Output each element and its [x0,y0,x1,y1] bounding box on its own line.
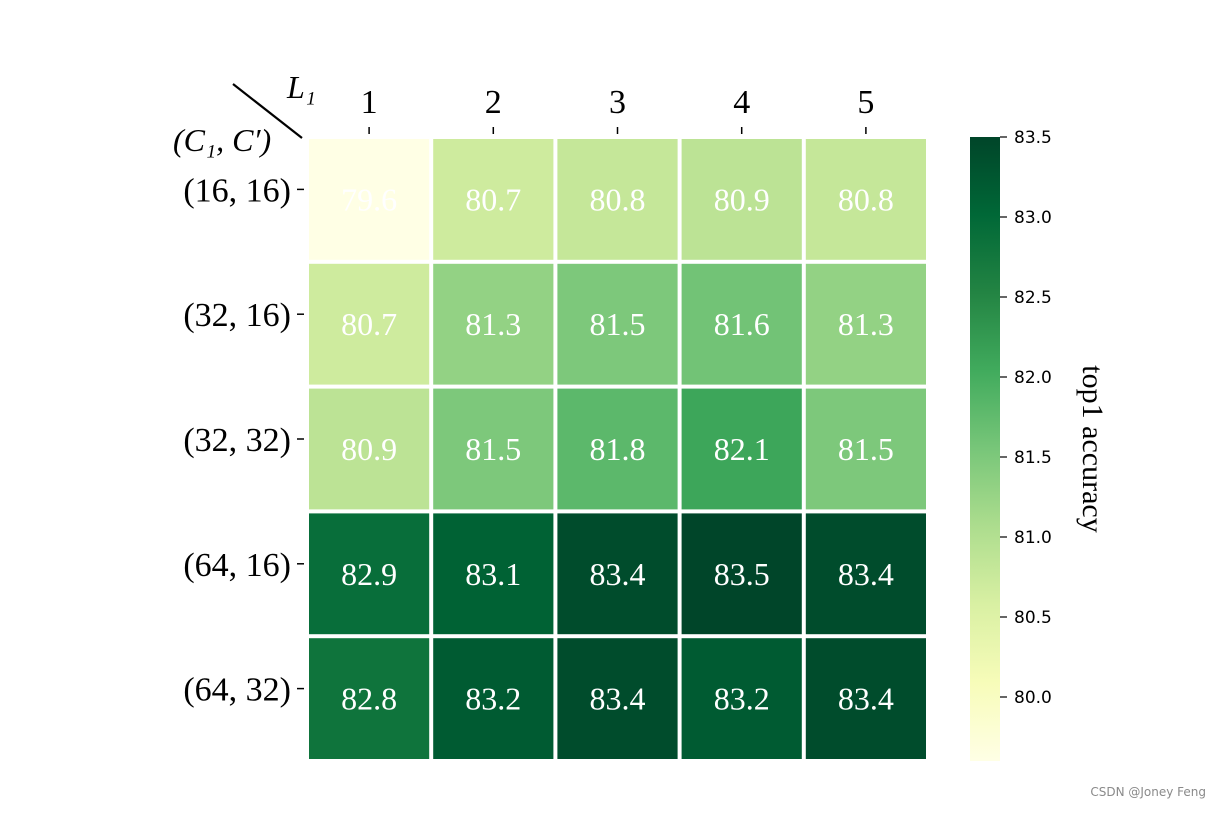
corner-diagonal-line [232,83,303,139]
heatmap-cell [681,638,802,759]
cell-value-label: 81.5 [838,431,894,467]
cell-value-label: 81.5 [590,306,646,342]
y-axis: (16, 16) (32, 16) (32, 32) (64, 16) (64, 32) [183,172,304,709]
cell-value-label: 81.8 [590,431,646,467]
axis-corner-labels: L₁ (C₁, C′) [173,69,316,158]
heatmap-cell [805,513,926,635]
cell-value-label: 81.6 [714,306,770,342]
cell-value-label: 80.9 [714,181,770,217]
y-axis-label: (C₁, C′) [173,122,271,158]
cell-value-label: 83.2 [465,681,521,717]
heatmap-cell [309,513,430,635]
colorbar-tick-label: 82.0 [1014,368,1052,388]
cell-value-label: 81.3 [465,306,521,342]
y-tick-label: (16, 16) [183,172,291,209]
colorbar-label: top1 accuracy [1076,365,1109,532]
y-tick-label: (32, 32) [183,422,291,459]
cell-value-label: 80.9 [341,431,397,467]
heatmap-cell [309,139,430,260]
cell-value-label: 81.3 [838,306,894,342]
heatmap-cell [681,388,802,510]
cell-value-label: 83.1 [465,556,521,592]
x-tick-label: 4 [733,84,750,121]
cell-value-label: 79.6 [341,181,397,217]
cell-value-label: 81.5 [465,431,521,467]
heatmap-cell [805,263,926,385]
heatmap-cell [681,263,802,385]
heatmap-cell [433,513,554,635]
colorbar-tick-label: 81.5 [1014,448,1052,468]
colorbar-tick-label: 80.5 [1014,608,1052,628]
heatmap-cell [557,263,678,385]
heatmap-cell [433,263,554,385]
y-tick-label: (32, 16) [183,297,291,334]
colorbar: 80.0 80.5 81.0 81.5 82.0 82.5 83.0 83.5 top1 ac… [970,128,1109,761]
heatmap-cell [681,139,802,260]
cell-value-label: 80.8 [838,181,894,217]
heatmap-cell [557,513,678,635]
colorbar-tick-label: 80.0 [1014,688,1052,708]
watermark-text: CSDN @Joney Feng [1090,785,1206,799]
cell-value-label: 83.4 [838,556,894,592]
cell-value-label: 82.9 [341,556,397,592]
heatmap-cell [681,513,802,635]
colorbar-tick-label: 81.0 [1014,528,1052,548]
cell-value-label: 82.1 [714,431,770,467]
heatmap-cell [805,139,926,260]
cell-value-label: 80.7 [341,306,397,342]
heatmap-cell [309,263,430,385]
colorbar-ticks: 80.0 80.5 81.0 81.5 82.0 82.5 83.0 83.5 [1000,128,1052,708]
x-tick-label: 5 [857,84,874,121]
heatmap-cell [433,139,554,260]
cell-value-label: 83.2 [714,681,770,717]
heatmap-cell [805,388,926,510]
cell-value-label: 82.8 [341,681,397,717]
cell-value-label: 83.4 [590,681,646,717]
heatmap-cell [433,388,554,510]
heatmap-cell [309,638,430,759]
cell-value-label: 80.7 [465,181,521,217]
cell-value-label: 80.8 [590,181,646,217]
cell-value-label: 83.4 [590,556,646,592]
cell-value-label: 83.5 [714,556,770,592]
x-tick-label: 1 [361,84,378,121]
heatmap-cell [557,139,678,260]
y-tick-label: (64, 32) [183,672,291,709]
heatmap-cell [433,638,554,759]
x-tick-label: 2 [485,84,502,121]
colorbar-tick-label: 83.0 [1014,208,1052,228]
colorbar-tick-label: 83.5 [1014,128,1052,148]
heatmap-cell [557,388,678,510]
x-axis-label: L₁ [286,69,316,105]
cell-value-label: 83.4 [838,681,894,717]
colorbar-gradient [970,137,1000,761]
heatmap-cell [309,388,430,510]
y-tick-label: (64, 16) [183,547,291,584]
heatmap-cells: 79.6 80.7 80.8 80.9 80.8 80.7 81.3 81.5 81.6 81.3… [309,139,926,759]
x-axis: 1 2 3 4 5 [361,84,874,134]
colorbar-tick-label: 82.5 [1014,288,1052,308]
heatmap-cell [557,638,678,759]
x-tick-label: 3 [609,84,626,121]
heatmap-cell [805,638,926,759]
